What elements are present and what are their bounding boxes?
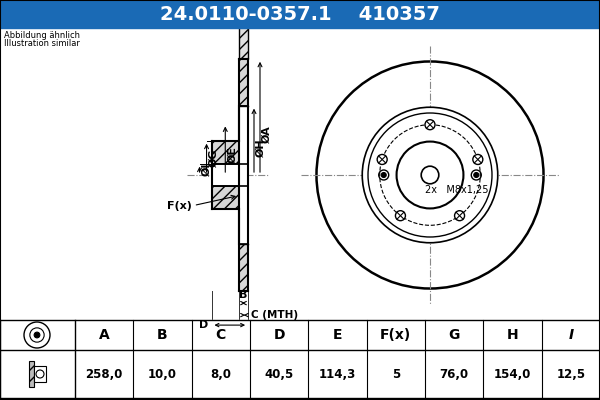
Bar: [0, 0, 600, 28]
Circle shape: [362, 107, 498, 243]
Text: 76,0: 76,0: [440, 368, 469, 380]
Text: 114,3: 114,3: [319, 368, 356, 380]
Bar: [239, 59, 248, 106]
Text: B: B: [239, 290, 248, 300]
Text: ØE: ØE: [227, 146, 237, 163]
Text: C: C: [216, 328, 226, 342]
Text: 5: 5: [392, 368, 400, 380]
Text: ØH: ØH: [256, 138, 266, 156]
Bar: [212, 141, 239, 164]
Circle shape: [30, 328, 44, 342]
Circle shape: [425, 120, 435, 130]
Text: 24.0110-0357.1    410357: 24.0110-0357.1 410357: [160, 4, 440, 24]
Bar: [239, 244, 248, 291]
Bar: [0, 320, 600, 398]
Text: A: A: [99, 328, 110, 342]
Circle shape: [377, 154, 387, 164]
Text: ØA: ØA: [262, 126, 272, 143]
Text: 258,0: 258,0: [85, 368, 123, 380]
Text: F(x): F(x): [167, 200, 191, 210]
Text: Illustration similar: Illustration similar: [4, 39, 80, 48]
Bar: [34, 366, 46, 382]
Circle shape: [395, 211, 406, 221]
Text: ØI: ØI: [202, 163, 212, 176]
Circle shape: [381, 172, 386, 178]
Text: I: I: [568, 328, 574, 342]
Text: 10,0: 10,0: [148, 368, 177, 380]
Text: 40,5: 40,5: [265, 368, 294, 380]
Text: C (MTH): C (MTH): [251, 310, 298, 320]
Circle shape: [473, 154, 483, 164]
Bar: [212, 186, 239, 209]
Circle shape: [316, 62, 544, 288]
Bar: [239, 16, 248, 59]
Circle shape: [474, 172, 479, 178]
Text: B: B: [157, 328, 168, 342]
Text: 8,0: 8,0: [211, 368, 232, 380]
Text: G: G: [448, 328, 460, 342]
Bar: [29, 361, 34, 387]
Text: 154,0: 154,0: [494, 368, 531, 380]
Circle shape: [368, 113, 492, 237]
Text: 12,5: 12,5: [556, 368, 586, 380]
Text: D: D: [274, 328, 285, 342]
Text: D: D: [199, 320, 209, 330]
Circle shape: [36, 370, 44, 378]
Text: ØG: ØG: [209, 149, 218, 167]
Circle shape: [24, 322, 50, 348]
Circle shape: [421, 166, 439, 184]
Text: Abbildung ähnlich: Abbildung ähnlich: [4, 31, 80, 40]
Bar: [239, 106, 248, 244]
Text: E: E: [333, 328, 342, 342]
Circle shape: [34, 332, 40, 338]
Circle shape: [397, 142, 463, 208]
Text: H: H: [506, 328, 518, 342]
Circle shape: [455, 211, 464, 221]
Text: F(x): F(x): [380, 328, 412, 342]
Text: 2x   M8x1,25: 2x M8x1,25: [425, 185, 488, 195]
Bar: [212, 164, 239, 186]
